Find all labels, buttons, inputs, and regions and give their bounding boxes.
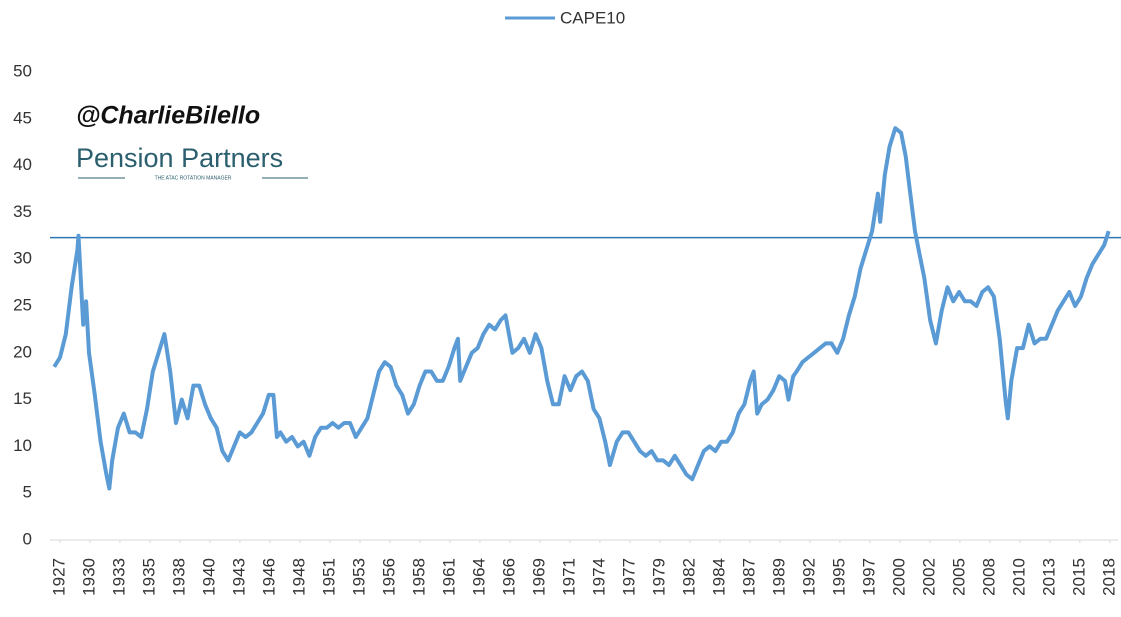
y-tick-label: 5 [23, 483, 32, 502]
y-tick-label: 35 [13, 202, 32, 221]
y-tick-label: 15 [13, 389, 32, 408]
x-tick-label: 2013 [1039, 558, 1058, 596]
x-tick-label: 1951 [319, 558, 338, 596]
x-tick-label: 1948 [289, 558, 308, 596]
x-tick-label: 1953 [349, 558, 368, 596]
x-tick-label: 1997 [859, 558, 878, 596]
x-tick-label: 1969 [529, 558, 548, 596]
x-tick-label: 2015 [1069, 558, 1088, 596]
x-tick-label: 1989 [769, 558, 788, 596]
x-tick-label: 1987 [739, 558, 758, 596]
x-tick-label: 1933 [109, 558, 128, 596]
x-tick-label: 1992 [799, 558, 818, 596]
legend-label: CAPE10 [560, 8, 625, 27]
y-tick-label: 30 [13, 249, 32, 268]
x-tick-label: 2018 [1099, 558, 1118, 596]
x-tick-label: 2000 [889, 558, 908, 596]
y-tick-label: 50 [13, 61, 32, 80]
x-tick-label: 1946 [259, 558, 278, 596]
x-tick-label: 1938 [169, 558, 188, 596]
x-tick-label: 2008 [979, 558, 998, 596]
x-tick-label: 2010 [1009, 558, 1028, 596]
y-tick-label: 20 [13, 342, 32, 361]
x-tick-label: 1966 [499, 558, 518, 596]
x-tick-label: 1935 [139, 558, 158, 596]
x-tick-label: 1984 [709, 558, 728, 596]
x-tick-label: 1977 [619, 558, 638, 596]
watermark-handle: @CharlieBilello [76, 102, 260, 130]
x-tick-label: 1943 [229, 558, 248, 596]
x-tick-label: 1974 [589, 558, 608, 596]
x-tick-label: 1964 [469, 558, 488, 596]
y-tick-label: 45 [13, 108, 32, 127]
x-tick-label: 1927 [49, 558, 68, 596]
x-tick-label: 1958 [409, 558, 428, 596]
x-tick-label: 1982 [679, 558, 698, 596]
y-tick-label: 25 [13, 295, 32, 314]
x-tick-label: 2005 [949, 558, 968, 596]
x-tick-label: 1971 [559, 558, 578, 596]
watermark-brand: Pension Partners [76, 143, 283, 173]
x-tick-label: 1961 [439, 558, 458, 596]
x-tick-label: 2002 [919, 558, 938, 596]
x-tick-label: 1995 [829, 558, 848, 596]
x-tick-label: 1956 [379, 558, 398, 596]
y-tick-label: 40 [13, 155, 32, 174]
y-tick-label: 0 [23, 529, 32, 548]
x-tick-label: 1979 [649, 558, 668, 596]
y-tick-label: 10 [13, 436, 32, 455]
x-tick-label: 1930 [80, 558, 99, 596]
x-tick-label: 1940 [199, 558, 218, 596]
data-line [52, 126, 1111, 491]
watermark-tagline: THE ATAC ROTATION MANAGER [155, 175, 232, 181]
